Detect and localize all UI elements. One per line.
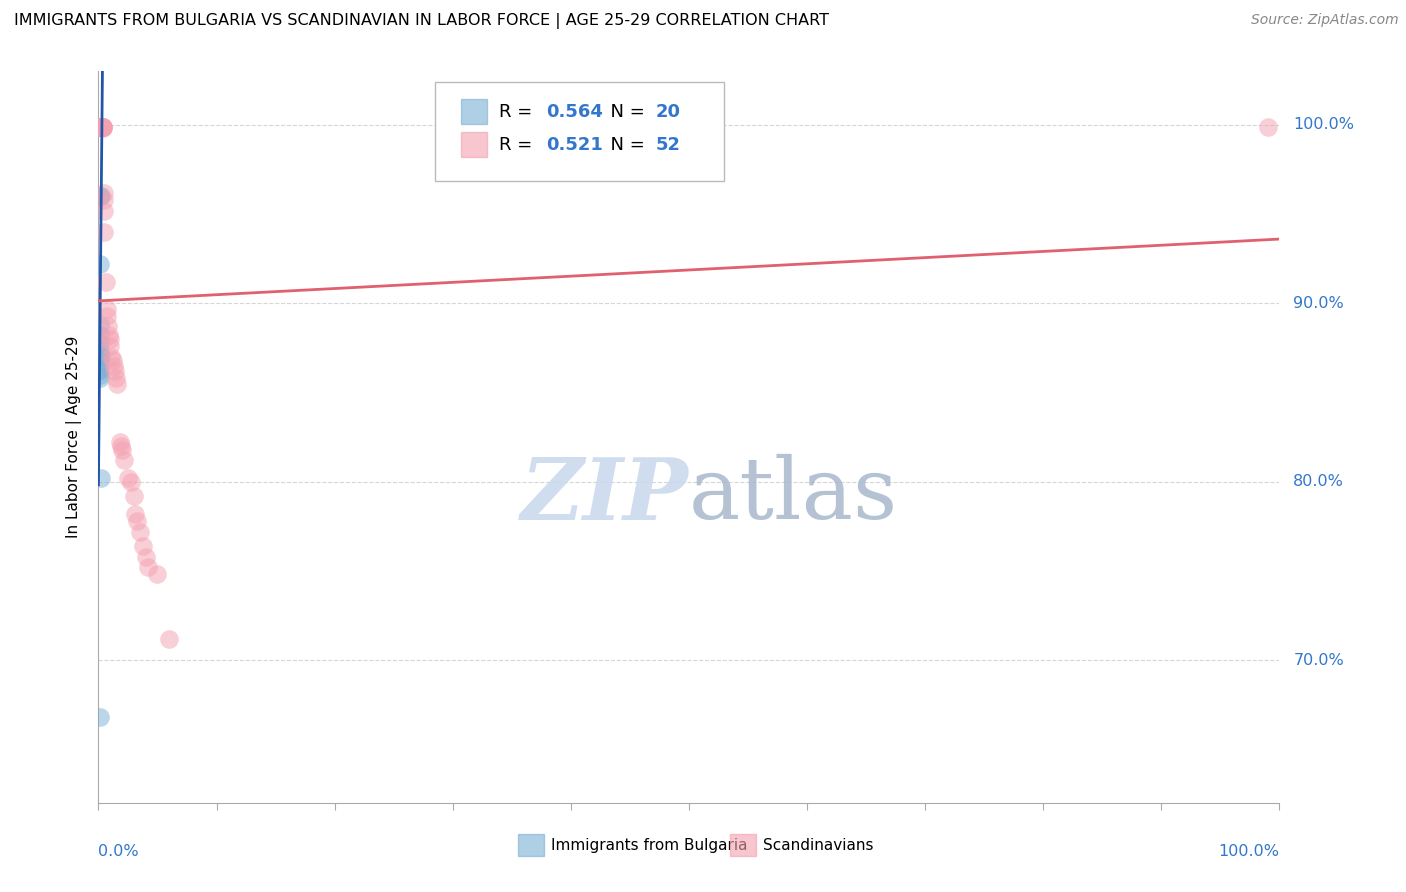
- Text: 0.564: 0.564: [546, 103, 603, 120]
- Point: [90, 120, 112, 134]
- Point: [121, 475, 143, 489]
- Point: [105, 371, 128, 385]
- Point: [91, 120, 114, 134]
- Point: [90, 120, 112, 134]
- Point: [90, 120, 112, 134]
- Point: [89, 120, 111, 134]
- Point: [89, 318, 111, 332]
- Text: Scandinavians: Scandinavians: [763, 838, 875, 853]
- Point: [122, 489, 145, 503]
- FancyBboxPatch shape: [461, 132, 486, 157]
- Point: [89, 120, 111, 134]
- Point: [89, 120, 111, 134]
- Point: [91, 120, 114, 134]
- Point: [89, 344, 111, 359]
- Point: [89, 335, 111, 350]
- Text: 20: 20: [655, 103, 681, 120]
- Point: [89, 120, 111, 134]
- Point: [110, 439, 132, 453]
- Point: [89, 355, 111, 369]
- Point: [100, 350, 122, 364]
- Point: [128, 524, 150, 539]
- Text: IMMIGRANTS FROM BULGARIA VS SCANDINAVIAN IN LABOR FORCE | AGE 25-29 CORRELATION : IMMIGRANTS FROM BULGARIA VS SCANDINAVIAN…: [14, 13, 830, 29]
- Text: 70.0%: 70.0%: [1294, 653, 1344, 667]
- Point: [136, 560, 159, 574]
- Point: [98, 328, 121, 343]
- Point: [89, 328, 111, 343]
- Point: [90, 120, 112, 134]
- Point: [89, 348, 111, 362]
- Point: [93, 186, 115, 200]
- Point: [90, 120, 112, 134]
- Point: [89, 368, 111, 382]
- Point: [111, 442, 134, 457]
- Text: 52: 52: [655, 136, 681, 153]
- Point: [96, 309, 118, 323]
- FancyBboxPatch shape: [730, 834, 756, 856]
- Text: 80.0%: 80.0%: [1294, 475, 1344, 489]
- Point: [91, 120, 114, 134]
- Point: [146, 567, 169, 582]
- Text: 90.0%: 90.0%: [1294, 296, 1344, 310]
- Point: [124, 507, 146, 521]
- Point: [90, 120, 112, 134]
- Point: [94, 275, 117, 289]
- Point: [89, 710, 111, 724]
- FancyBboxPatch shape: [461, 99, 486, 124]
- Text: R =: R =: [499, 136, 537, 153]
- Y-axis label: In Labor Force | Age 25-29: In Labor Force | Age 25-29: [66, 336, 82, 538]
- Point: [90, 120, 112, 134]
- Point: [93, 225, 115, 239]
- Point: [108, 435, 131, 450]
- Point: [103, 359, 125, 373]
- Point: [89, 257, 111, 271]
- Text: Source: ZipAtlas.com: Source: ZipAtlas.com: [1251, 13, 1399, 28]
- Point: [91, 120, 114, 134]
- Point: [91, 120, 114, 134]
- Point: [91, 120, 114, 134]
- Point: [157, 632, 180, 646]
- Point: [90, 471, 112, 485]
- Point: [90, 189, 112, 203]
- Point: [104, 364, 127, 378]
- Point: [90, 350, 112, 364]
- Point: [105, 376, 128, 391]
- Point: [132, 539, 155, 553]
- Point: [101, 353, 124, 368]
- Point: [97, 319, 120, 334]
- Point: [91, 121, 114, 136]
- Point: [90, 120, 112, 134]
- Text: N =: N =: [599, 103, 651, 120]
- Point: [112, 453, 135, 467]
- Point: [1257, 120, 1279, 134]
- Point: [93, 203, 115, 218]
- Text: Immigrants from Bulgaria: Immigrants from Bulgaria: [551, 838, 747, 853]
- Point: [135, 549, 157, 564]
- Text: 100.0%: 100.0%: [1219, 845, 1279, 860]
- Point: [91, 120, 114, 134]
- Point: [98, 339, 121, 353]
- Text: R =: R =: [499, 103, 537, 120]
- Point: [89, 364, 111, 378]
- Point: [96, 301, 118, 316]
- FancyBboxPatch shape: [517, 834, 544, 856]
- Text: 0.521: 0.521: [546, 136, 603, 153]
- Point: [91, 120, 114, 134]
- Point: [117, 471, 139, 485]
- Point: [127, 514, 149, 528]
- Point: [89, 362, 111, 376]
- Text: N =: N =: [599, 136, 651, 153]
- Text: 100.0%: 100.0%: [1294, 118, 1354, 132]
- Point: [91, 120, 114, 134]
- Point: [98, 332, 121, 346]
- Text: ZIP: ZIP: [522, 454, 689, 537]
- Point: [89, 120, 111, 134]
- Point: [93, 193, 115, 207]
- Text: atlas: atlas: [689, 454, 898, 537]
- Point: [89, 189, 111, 203]
- FancyBboxPatch shape: [434, 82, 724, 181]
- Point: [89, 371, 111, 385]
- Text: 0.0%: 0.0%: [98, 845, 139, 860]
